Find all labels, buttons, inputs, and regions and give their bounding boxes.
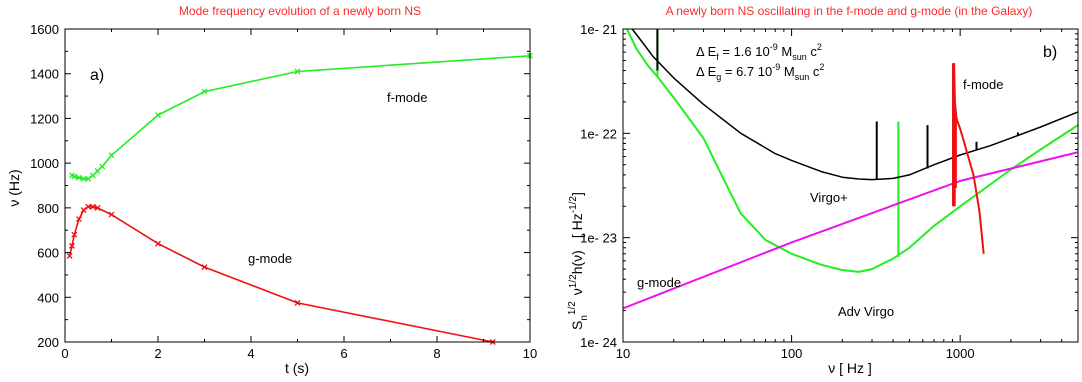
y-tick-label: 1600	[30, 22, 59, 37]
f-mode-label: f-mode	[963, 77, 1003, 92]
y-tick-label: 600	[37, 246, 59, 261]
panel-a: Mode frequency evolution of a newly born…	[6, 4, 537, 376]
panel-a-g-mode-label: g-mode	[248, 251, 292, 266]
y-tick-label: 400	[37, 290, 59, 305]
panel-a-f-mode-point	[108, 152, 115, 159]
g-mode-label: g-mode	[637, 275, 681, 290]
panel-a-title: Mode frequency evolution of a newly born…	[179, 4, 421, 18]
panel-a-f-mode-point	[75, 174, 82, 181]
panel-a-g-mode-point	[85, 203, 92, 210]
panel-b-x-ticks: 10 100 1000	[616, 29, 1079, 361]
panel-a-f-mode-point	[155, 112, 161, 119]
panel-a-f-mode-point	[99, 163, 106, 170]
panel-a-series-f-mode-line	[71, 55, 531, 180]
panel-a-f-mode-label: f-mode	[387, 90, 427, 105]
panel-b-series-virgo--line	[631, 29, 1078, 181]
panel-a-f-mode-point	[89, 172, 96, 179]
x-tick-label: 1000	[946, 346, 975, 361]
panel-a-g-mode-point	[80, 207, 87, 214]
panel-b-series-group	[623, 29, 1078, 310]
panel-a-x-label: t (s)	[285, 360, 309, 376]
panel-a-g-mode-point	[71, 231, 78, 238]
x-tick-label: 2	[154, 346, 161, 361]
panel-b-title: A newly born NS oscillating in the f-mod…	[666, 4, 1033, 18]
panel-a-f-mode-point	[94, 168, 101, 174]
panel-a-f-mode-point	[201, 88, 208, 95]
panel-a-frame	[64, 28, 531, 343]
panel-a-g-mode-point	[155, 240, 161, 247]
energy-f-label: Δ Ef = 1.6 10-9 Msun c2	[696, 42, 822, 62]
panel-a-g-mode-point	[201, 264, 208, 271]
panel-b-frame	[622, 28, 1079, 343]
x-tick-label: 10	[523, 346, 537, 361]
panel-a-f-mode-point	[294, 68, 301, 75]
panel-a-plot-area	[66, 52, 533, 345]
panel-b-y-label: Sn1/2ν1/2h(ν)[ Hz-1/2]	[567, 192, 590, 330]
virgo-plus-label: Virgo+	[810, 190, 848, 205]
panel-a-g-mode-point	[108, 211, 115, 218]
x-tick-label: 8	[433, 346, 440, 361]
panel-a-series-g-mode-line	[68, 205, 493, 343]
x-tick-label: 0	[61, 346, 68, 361]
panel-a-g-mode-point	[94, 204, 101, 211]
y-tick-label: 1400	[30, 67, 59, 82]
y-tick-label: 1200	[30, 111, 59, 126]
adv-virgo-label: Adv Virgo	[838, 304, 894, 319]
panel-a-f-mode-point	[85, 175, 92, 182]
panel-b-series-adv-virgo-line	[625, 29, 1078, 273]
panel-b-x-label: ν [ Hz ]	[828, 360, 872, 376]
y-tick-label: 1e- 24	[580, 335, 617, 350]
y-tick-label: 1000	[30, 156, 59, 171]
energy-g-label: Δ Eg = 6.7 10-9 Msun c2	[696, 62, 824, 82]
panel-a-g-mode-point	[69, 242, 75, 249]
panel-b-series-g-mode-line	[623, 151, 1078, 310]
y-tick-label: 800	[37, 201, 59, 216]
panel-b-plot-area	[623, 29, 1078, 310]
x-tick-label: 6	[340, 346, 347, 361]
panel-a-g-mode-point	[75, 216, 82, 222]
panel-a-g-mode-point	[66, 252, 73, 259]
panel-a-x-ticks: 0 2 4 6 8 10	[61, 29, 537, 361]
panel-b: A newly born NS oscillating in the f-mod…	[567, 4, 1079, 376]
panel-a-f-mode-point	[80, 175, 87, 182]
x-tick-label: 100	[781, 346, 803, 361]
x-tick-label: 4	[247, 346, 254, 361]
panel-a-y-ticks: 200 400 600 800 1000 1200 1400 1600	[30, 22, 530, 350]
y-tick-label: 1e- 23	[580, 231, 617, 246]
y-tick-label: 200	[37, 335, 59, 350]
panel-a-g-mode-point	[89, 203, 96, 210]
panel-b-label: b)	[1043, 44, 1057, 61]
panel-a-y-label: ν (Hz)	[6, 169, 22, 206]
y-tick-label: 1e- 21	[580, 22, 617, 37]
panel-a-f-mode-point	[71, 173, 78, 180]
y-tick-label: 1e- 22	[580, 126, 617, 141]
x-tick-label: 10	[616, 346, 630, 361]
panel-b-y-ticks: 1e- 24 1e- 23 1e- 22 1e- 21	[580, 22, 1078, 350]
panel-a-g-mode-point	[294, 299, 301, 306]
panel-a-label: a)	[90, 67, 104, 84]
